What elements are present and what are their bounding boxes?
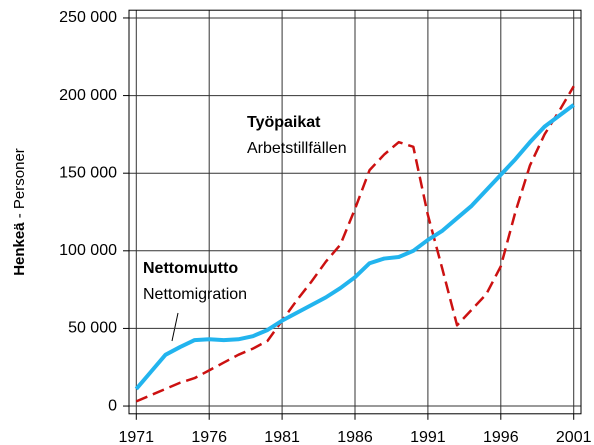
series-sublabel: Arbetstillfällen (247, 140, 347, 157)
x-tick-label: 1986 (337, 429, 373, 445)
x-tick-label: 1991 (410, 429, 446, 445)
y-tick-label: 100 000 (59, 242, 117, 259)
series-line (135, 85, 575, 403)
x-tick-label: 1996 (483, 429, 519, 445)
x-tick-label: 1971 (118, 429, 154, 445)
series-sublabel: Nettomigration (143, 286, 247, 303)
x-tick-label: 1981 (264, 429, 300, 445)
series-line (134, 103, 575, 391)
plot-frame (128, 9, 582, 415)
x-tick-label: 1976 (191, 429, 227, 445)
y-tick-label: 200 000 (59, 87, 117, 104)
series-label: Nettomuutto (143, 260, 238, 277)
y-tick-label: 250 000 (59, 9, 117, 26)
y-axis-label-bold: Henkeä (11, 222, 28, 276)
x-tick-label: 2001 (556, 429, 592, 445)
y-axis-label: Henkeä - Personer (11, 148, 28, 276)
y-tick-label: 0 (108, 397, 117, 414)
y-axis-label-rest: - Personer (11, 148, 28, 218)
y-tick-label: 150 000 (59, 164, 117, 181)
leader-line (171, 312, 179, 342)
series-label: Työpaikat (247, 114, 321, 131)
y-tick-label: 50 000 (68, 320, 117, 337)
